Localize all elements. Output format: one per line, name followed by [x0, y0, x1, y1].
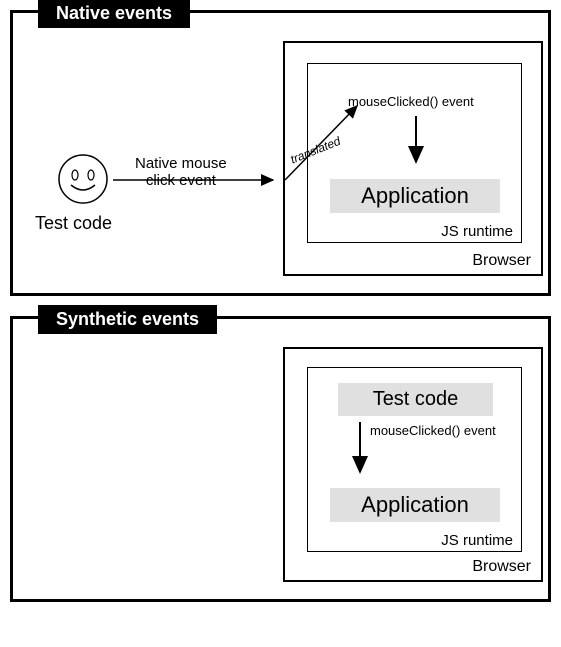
down-arrow-2 [352, 422, 368, 482]
browser-box-2: Browser JS runtime Test code mouseClicke… [283, 347, 543, 582]
native-events-panel: Native events Test code Native mouse cli… [10, 10, 551, 296]
mouseclicked-label-2: mouseClicked() event [370, 423, 496, 438]
synthetic-events-body: Browser JS runtime Test code mouseClicke… [13, 319, 548, 599]
native-arrow-label-line2: click event [146, 172, 216, 189]
testcode-box: Test code [338, 383, 493, 416]
application-box-2: Application [330, 488, 500, 522]
jsruntime-label: JS runtime [441, 223, 513, 240]
jsruntime-label-2: JS runtime [441, 532, 513, 549]
smiley-icon [57, 153, 109, 205]
native-arrow-label: Native mouse click event [135, 155, 227, 190]
native-arrow-label-line1: Native mouse [135, 155, 227, 172]
browser-label-2: Browser [472, 558, 531, 576]
testcode-label: Test code [35, 213, 112, 234]
synthetic-events-panel: Synthetic events Browser JS runtime Test… [10, 316, 551, 602]
browser-label: Browser [472, 252, 531, 270]
down-arrow [408, 116, 424, 171]
native-events-body: Test code Native mouse click event Brows… [13, 13, 548, 293]
jsruntime-box-2: JS runtime Test code mouseClicked() even… [307, 367, 522, 552]
